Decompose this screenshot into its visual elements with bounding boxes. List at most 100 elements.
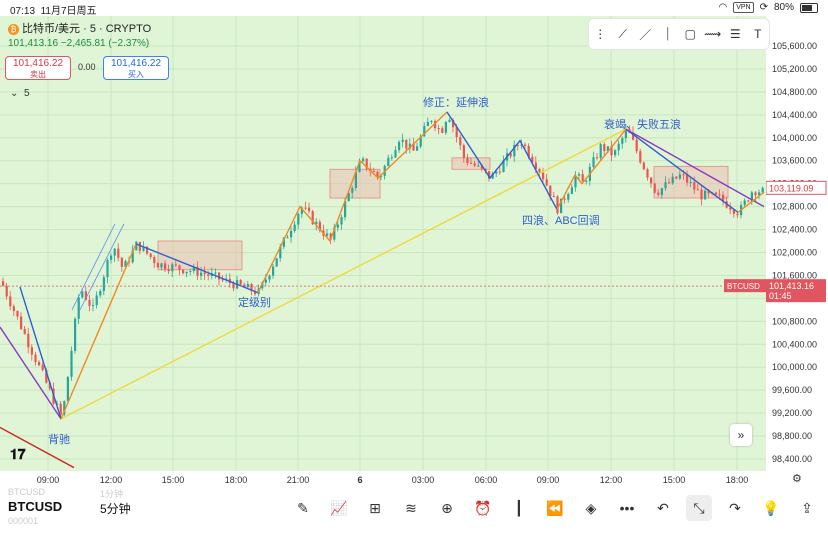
price-tick-label: 100,800.00	[772, 316, 817, 326]
bottom-interval[interactable]: 5分钟	[100, 502, 131, 516]
redo-icon[interactable]: ↷	[729, 499, 741, 516]
candle-body	[452, 119, 455, 128]
wifi-icon: ◠	[718, 2, 728, 13]
candle-body	[718, 194, 721, 196]
candle-body	[556, 196, 559, 214]
symbol-price-tag	[724, 279, 766, 293]
bottom-tools: ✎ 📈 ⊞ ≋ ⊕ ⏰ ┃ ⏪ ◈ ••• ↶ ⤡ ↷ 💡 ⇪	[290, 495, 820, 521]
candle-body	[632, 132, 635, 140]
symbol-ghost-code: 000001	[8, 516, 39, 526]
draw-icon[interactable]: ✎	[297, 499, 309, 516]
candle-body	[671, 176, 674, 184]
candle-body	[203, 272, 206, 275]
channel-line	[79, 223, 125, 311]
vertical-line-tool-icon[interactable]: ⏐	[664, 26, 672, 41]
layers-icon[interactable]: ◈	[585, 499, 597, 516]
orange-wave-7	[737, 191, 765, 213]
annotation-label: 修正：延伸浪	[423, 95, 489, 109]
time-tick-label: 09:00	[37, 475, 60, 485]
share-icon[interactable]: ⇪	[801, 499, 813, 516]
yellow-trend-line	[60, 128, 627, 420]
candles-icon[interactable]: ┃	[514, 499, 524, 516]
consolidation-box	[157, 240, 243, 271]
candle-body	[110, 255, 113, 260]
candle-body	[261, 282, 264, 289]
candle-body	[45, 370, 48, 383]
time-axis[interactable]: 09:00 12:00 15:00 18:00 21:00 6 03:00 06:00 09:0…	[0, 471, 828, 489]
more-icon[interactable]: •••	[619, 500, 635, 516]
candle-body	[696, 189, 699, 191]
candle-body	[387, 157, 390, 166]
undo-icon[interactable]: ↶	[657, 499, 669, 516]
candle-body	[131, 250, 134, 263]
bottom-symbol[interactable]: BTCUSD	[8, 499, 63, 514]
replay-icon[interactable]: ⏪	[546, 499, 564, 516]
orange-wave-1	[60, 243, 137, 420]
candle-body	[754, 192, 757, 196]
candle-body	[74, 318, 77, 351]
trend-line-tool-icon[interactable]: ⟋	[618, 26, 627, 41]
candle-body	[38, 362, 41, 366]
candle-body	[250, 284, 253, 292]
candle-body	[41, 365, 44, 371]
fullscreen-exit-icon[interactable]: ⤡	[686, 495, 712, 521]
candle-body	[138, 241, 141, 251]
path-tool-icon[interactable]: ⟿	[704, 27, 722, 41]
candle-body	[329, 233, 332, 240]
candle-body	[678, 174, 681, 179]
current-price-tag	[766, 279, 826, 303]
candle-body	[660, 188, 663, 195]
time-tick-label: 15:00	[162, 475, 185, 485]
candle-body	[592, 157, 595, 167]
candle-body	[254, 291, 257, 295]
rotation-lock-icon: ⟳	[759, 2, 768, 13]
layout-icon[interactable]: ⊞	[369, 499, 381, 516]
ideas-icon[interactable]: 💡	[762, 499, 780, 516]
sell-button[interactable]: 101,416.22 卖出	[5, 56, 71, 80]
candle-body	[102, 277, 105, 292]
chart-pane[interactable]: 背驰 定级别 修正：延伸浪 四浪、ABC回调 衰竭、失败五浪 BTCUSD	[0, 16, 766, 471]
candle-body	[142, 246, 145, 251]
candle-body	[653, 183, 656, 193]
bottom-toolbar: BTCUSD BTCUSD 000001 1分钟 5分钟 ✎ 📈 ⊞ ≋ ⊕ ⏰…	[0, 487, 828, 544]
candle-body	[488, 171, 491, 179]
price-axis[interactable]: 98,400.00 98,800.00 99,200.00 99,600.00 100,…	[765, 16, 828, 471]
red-line	[0, 426, 75, 469]
indicators-icon[interactable]: 📈	[330, 499, 348, 516]
add-icon[interactable]: ⊕	[441, 499, 453, 516]
candle-body	[686, 174, 689, 183]
buy-button[interactable]: 101,416.22 买入	[103, 56, 169, 80]
candle-body	[27, 333, 30, 348]
candle-body	[390, 157, 393, 159]
candle-body	[192, 266, 195, 272]
candle-body	[9, 296, 12, 307]
channel-line	[71, 223, 116, 311]
text-tool-icon[interactable]: T	[754, 27, 762, 41]
price-tick-label: 104,400.00	[772, 110, 817, 120]
ray-tool-icon[interactable]: ／	[639, 27, 652, 42]
candle-body	[416, 146, 419, 151]
candle-body	[689, 182, 692, 184]
rectangle-tool-icon[interactable]: ▢	[684, 27, 696, 41]
scroll-to-realtime-button[interactable]: »	[730, 424, 752, 446]
candle-body	[12, 306, 15, 311]
candle-body	[149, 253, 152, 258]
candle-body	[336, 224, 339, 228]
fib-tool-icon[interactable]: ☰	[729, 27, 741, 41]
candle-body	[59, 403, 62, 415]
candle-body	[95, 295, 98, 306]
alert-icon[interactable]: ⏰	[474, 499, 492, 516]
blue-wave-4	[446, 111, 558, 210]
candle-body	[603, 144, 606, 152]
drag-handle-icon[interactable]: ⋮	[594, 27, 607, 41]
candle-body	[538, 169, 541, 173]
symbol-header[interactable]: ₿ 比特币/美元 · 5 · CRYPTO	[8, 20, 151, 36]
buy-price: 101,416.22	[110, 58, 162, 69]
templates-icon[interactable]: ≋	[405, 499, 417, 516]
candle-body	[405, 139, 408, 149]
axis-settings-icon[interactable]: ⚙	[792, 473, 802, 485]
countdown-label: 01:45	[769, 291, 792, 301]
candle-body	[542, 172, 545, 180]
indicator-toggle[interactable]: ⌄ 5	[10, 88, 30, 99]
